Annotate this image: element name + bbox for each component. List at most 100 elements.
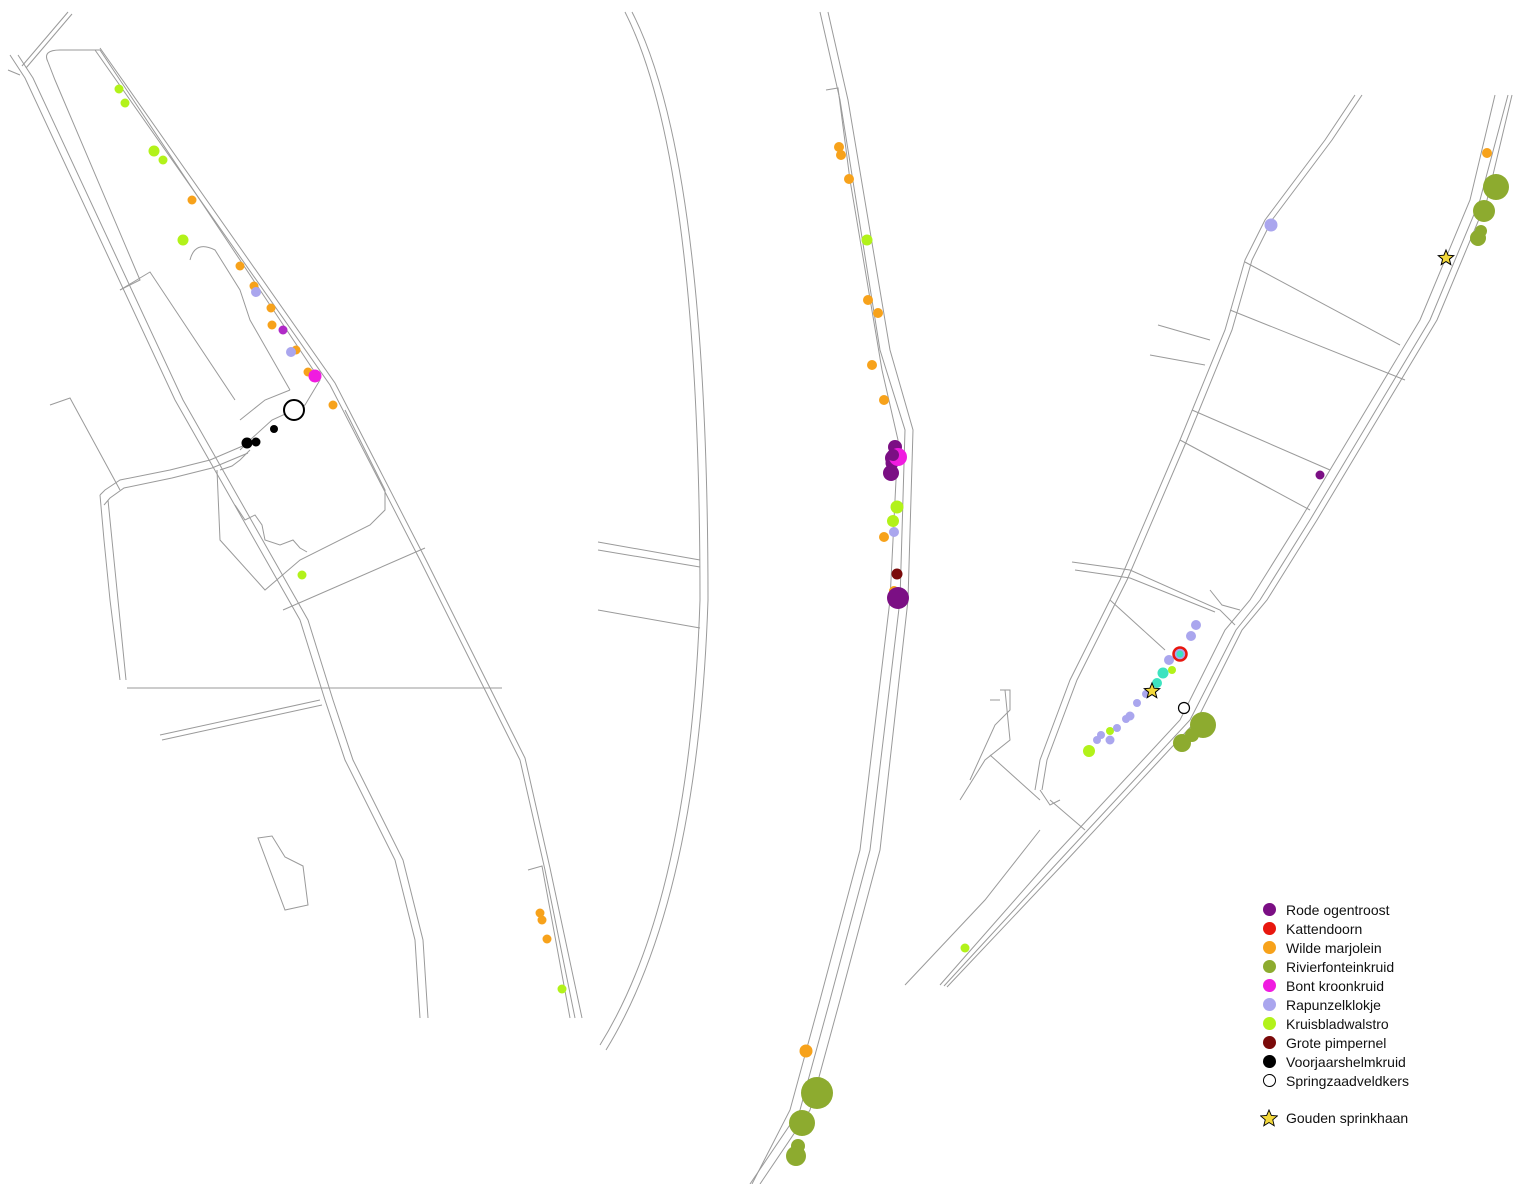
- observations-rapunzelklokje: [251, 218, 1278, 745]
- observations-teal-unlisted: [1152, 667, 1169, 688]
- obs-point: [890, 500, 904, 514]
- map-legend: Rode ogentroost Kattendoorn Wilde marjol…: [1252, 900, 1492, 1127]
- legend-dot: [1262, 903, 1276, 916]
- legend-dot: [1262, 979, 1276, 992]
- obs-point: [836, 150, 846, 160]
- obs-point: [158, 155, 168, 165]
- legend-item-bont-kroonkruid: Bont kroonkruid: [1252, 976, 1492, 995]
- legend-dot: [1262, 941, 1276, 954]
- obs-point: [283, 399, 305, 421]
- obs-point: [1083, 745, 1095, 757]
- obs-point: [1133, 699, 1141, 707]
- observations-kattendoorn: [1172, 646, 1188, 662]
- obs-point: [1168, 666, 1176, 674]
- observations-kruisbladwalstro: [114, 84, 1176, 994]
- obs-point: [887, 515, 899, 527]
- obs-point: [270, 425, 278, 433]
- obs-point: [557, 984, 567, 994]
- obs-point: [1164, 655, 1174, 665]
- obs-point: [887, 449, 899, 461]
- star-icon: [1260, 1108, 1278, 1127]
- obs-point: [789, 1110, 815, 1136]
- obs-point: [1093, 736, 1101, 744]
- obs-point: [873, 308, 883, 318]
- obs-point: [883, 465, 899, 481]
- legend-item-kruisbladwalstro: Kruisbladwalstro: [1252, 1014, 1492, 1033]
- observations-voorjaarshelmkruid: [241, 425, 278, 449]
- obs-point: [834, 142, 844, 152]
- obs-point: [1177, 701, 1191, 715]
- obs-point: [1173, 734, 1191, 752]
- obs-point: [251, 287, 261, 297]
- obs-point: [867, 360, 877, 370]
- legend-item-rivierfonteinkruid: Rivierfonteinkruid: [1252, 957, 1492, 976]
- legend-label: Rivierfonteinkruid: [1286, 958, 1395, 975]
- obs-point: [1176, 650, 1184, 658]
- legend-label: Springzaadveldkers: [1286, 1072, 1409, 1089]
- obs-point: [1157, 667, 1169, 679]
- legend-spacer: [1252, 1090, 1492, 1108]
- obs-point: [960, 943, 970, 953]
- legend-label: Bont kroonkruid: [1286, 977, 1385, 994]
- legend-dot: [1262, 1055, 1276, 1068]
- legend-label: Voorjaarshelmkruid: [1286, 1053, 1406, 1070]
- obs-point: [241, 437, 253, 449]
- legend-item-grote-pimpernel: Grote pimpernel: [1252, 1033, 1492, 1052]
- legend-item-voorjaarshelmkruid: Voorjaarshelmkruid: [1252, 1052, 1492, 1071]
- obs-point: [535, 908, 545, 918]
- obs-point: [297, 570, 307, 580]
- legend-item-kattendoorn: Kattendoorn: [1252, 919, 1492, 938]
- obs-point: [148, 145, 160, 157]
- obs-point: [1470, 230, 1486, 246]
- obs-point: [1473, 200, 1495, 222]
- observations-bont-kroonkruid: [308, 369, 907, 466]
- legend-label: Wilde marjolein: [1286, 939, 1382, 956]
- obs-point: [251, 437, 261, 447]
- obs-point: [308, 369, 322, 383]
- obs-point: [1113, 724, 1121, 732]
- observations-rode-ogentroost-overlay: [883, 449, 899, 481]
- obs-point: [887, 587, 909, 609]
- observations-gouden-sprinkhaan: [1143, 248, 1455, 699]
- obs-point: [1264, 218, 1278, 232]
- obs-point: [799, 1044, 813, 1058]
- legend-dot: [1262, 998, 1276, 1011]
- obs-point: [114, 84, 124, 94]
- legend-item-rode-ogentroost: Rode ogentroost: [1252, 900, 1492, 919]
- obs-point: [286, 347, 296, 357]
- obs-point: [891, 568, 903, 580]
- legend-dot: [1262, 922, 1276, 935]
- legend-dot: [1262, 960, 1276, 973]
- obs-point: [861, 234, 873, 246]
- legend-label: Rapunzelklokje: [1286, 996, 1381, 1013]
- legend-label: Gouden sprinkhaan: [1286, 1109, 1409, 1126]
- legend-item-gouden-sprinkhaan: Gouden sprinkhaan: [1252, 1108, 1492, 1127]
- obs-point: [1186, 631, 1196, 641]
- observations-rode-ogentroost: [278, 325, 1325, 609]
- obs-point: [786, 1146, 806, 1166]
- obs-point: [328, 400, 338, 410]
- observations-grote-pimpernel: [891, 568, 903, 580]
- legend-dot: [1262, 1074, 1276, 1087]
- legend-dot: [1262, 1017, 1276, 1030]
- legend-label: Grote pimpernel: [1286, 1034, 1387, 1051]
- obs-point: [120, 98, 130, 108]
- obs-point: [1122, 715, 1130, 723]
- legend-item-rapunzelklokje: Rapunzelklokje: [1252, 995, 1492, 1014]
- obs-point: [537, 915, 547, 925]
- obs-point: [542, 934, 552, 944]
- obs-point: [1482, 148, 1492, 158]
- obs-point: [235, 261, 245, 271]
- obs-point: [863, 295, 873, 305]
- observations-springzaadveldkers: [283, 399, 1191, 715]
- observations-rivierfonteinkruid: [786, 174, 1509, 1166]
- obs-point: [801, 1077, 833, 1109]
- obs-point: [278, 325, 288, 335]
- legend-item-springzaadveldkers: Springzaadveldkers: [1252, 1071, 1492, 1090]
- obs-point: [1152, 678, 1162, 688]
- obs-point: [1105, 735, 1115, 745]
- obs-point: [879, 532, 889, 542]
- legend-label: Rode ogentroost: [1286, 901, 1390, 918]
- obs-point: [1106, 727, 1114, 735]
